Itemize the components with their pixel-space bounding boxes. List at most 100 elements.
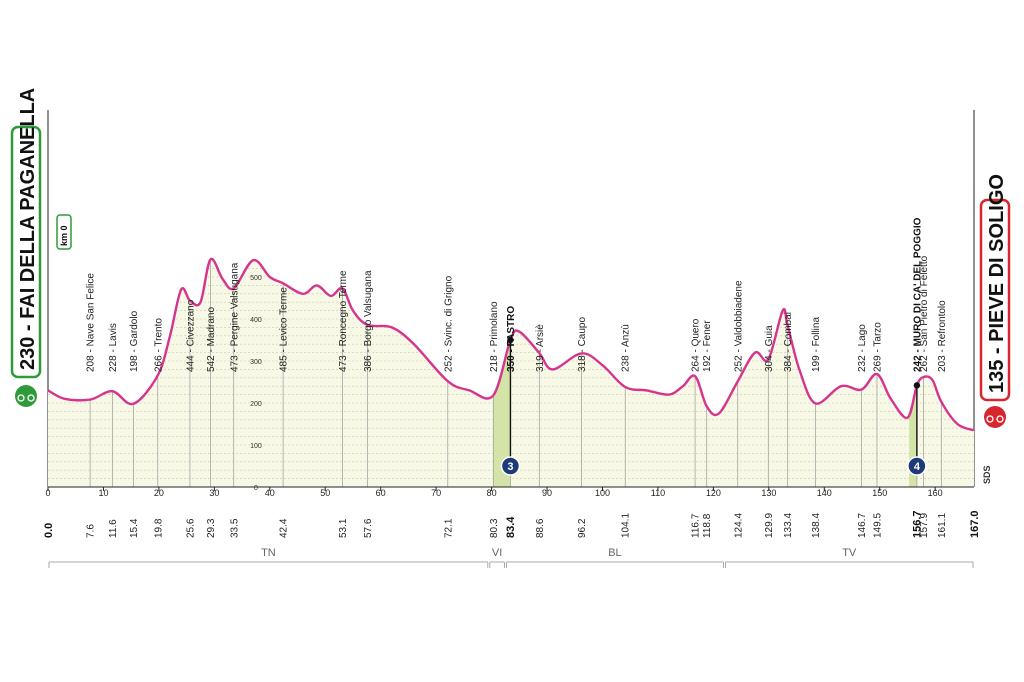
x-tick-label: 150 xyxy=(872,488,887,498)
waypoint-km-label: 7.6 xyxy=(86,524,97,538)
x-tick-label: 80 xyxy=(487,488,497,498)
waypoint-label: 350 - FASTRO xyxy=(506,306,517,372)
x-tick-label: 90 xyxy=(542,488,552,498)
waypoint-label: 386 - Borgo Valsugana xyxy=(363,270,374,372)
altitude-scale-label: 400 xyxy=(250,317,262,324)
region-label: VI xyxy=(492,547,502,559)
waypoint-km-label: 124.4 xyxy=(733,513,744,538)
waypoint-km-label: 133.4 xyxy=(783,513,794,538)
waypoint-km-label: 161.1 xyxy=(937,513,948,538)
waypoint-km-label: 88.6 xyxy=(535,518,546,538)
climb-area xyxy=(493,340,511,487)
km0-label: km 0 xyxy=(59,225,69,246)
x-tick-label: 70 xyxy=(431,488,441,498)
waypoint-label: 199 - Follina xyxy=(811,317,822,372)
waypoint-label: 232 - Lago xyxy=(857,324,868,372)
x-tick-label: 110 xyxy=(651,488,665,498)
waypoint-km-label: 53.1 xyxy=(338,518,349,538)
x-tick-label: 30 xyxy=(209,488,219,498)
endpoint-km-label: 0.0 xyxy=(43,523,55,538)
waypoint-label: 319 - Arsiè xyxy=(535,324,546,372)
waypoint-label: 252 - Valdobbiadene xyxy=(733,280,744,372)
waypoint-km-label: 19.8 xyxy=(153,518,164,538)
waypoint-label: 473 - Roncegno Terme xyxy=(338,270,349,372)
climb-summit-dot xyxy=(507,336,514,344)
x-tick-label: 160 xyxy=(928,488,943,498)
waypoint-km-label: 96.2 xyxy=(577,518,588,538)
waypoint-km-label: 138.4 xyxy=(811,513,822,538)
waypoint-km-label: 15.4 xyxy=(129,518,140,538)
brand-logo-text: SDS xyxy=(982,465,992,484)
waypoint-km-label: 42.4 xyxy=(279,518,290,538)
waypoint-km-label: 11.6 xyxy=(108,519,119,538)
region-label: TN xyxy=(261,547,276,559)
waypoint-km-label: 116.7 xyxy=(691,513,702,538)
altitude-scale-label: 200 xyxy=(250,401,262,408)
waypoint-km-label: 33.5 xyxy=(229,518,240,538)
region-layer: TN VI BL TV xyxy=(48,547,974,568)
x-tick-label: 100 xyxy=(595,488,610,498)
finish-badge: 135 - PIEVE DI SOLIGO SDS xyxy=(979,174,1011,484)
waypoint-label: 269 - Tarzo xyxy=(872,322,883,372)
x-tick-label: 140 xyxy=(817,488,832,498)
waypoint-label: 266 - Trento xyxy=(153,318,164,372)
climb-summit-dot xyxy=(913,382,921,389)
waypoint-label: 238 - Anzù xyxy=(621,324,632,372)
finish-icon-wheel-left xyxy=(986,415,994,423)
waypoint-km-label: 146.7 xyxy=(857,513,868,538)
waypoint-km-label: 104.1 xyxy=(621,513,632,538)
waypoint-km-label: 156.7 xyxy=(911,510,923,538)
waypoint-label: 252 - Svinc. di Grigno xyxy=(443,275,454,372)
waypoint-km-label: 72.1 xyxy=(443,518,454,538)
altitude-scale-label: 300 xyxy=(250,359,262,366)
x-tick-label: 60 xyxy=(376,488,386,498)
finish-box xyxy=(979,198,1011,402)
waypoint-km-label: 157.9 xyxy=(919,513,930,538)
climb-category-badge xyxy=(907,456,927,476)
climb-category-badge xyxy=(500,456,521,476)
x-tick-label: 130 xyxy=(761,488,776,498)
waypoint-label: 208 - Nave San Felice xyxy=(86,273,97,372)
climb-category-label: 4 xyxy=(914,461,921,473)
waypoint-label: 242 - MURO DI CA' DEL POGGIO xyxy=(912,217,923,372)
waypoint-label: 304 - Guia xyxy=(764,325,775,372)
x-tick-label: 10 xyxy=(98,488,108,498)
finish-label: 135 - PIEVE DI SOLIGO xyxy=(986,174,1008,393)
altitude-scale-label: 500 xyxy=(250,275,262,282)
waypoint-label: 198 - Gardolo xyxy=(129,310,140,372)
altitude-scale-label: 0 xyxy=(254,485,258,492)
waypoint-label: 262 - San Pietro di Feletto xyxy=(919,255,930,372)
waypoint-km-label: 80.3 xyxy=(489,518,500,538)
start-box xyxy=(10,125,42,379)
waypoint-label: 444 - Civezzano xyxy=(185,299,196,372)
waypoint-km-label: 129.9 xyxy=(764,513,775,538)
waypoint-label: 228 - Lavis xyxy=(108,323,119,372)
waypoint-label: 485 - Levico Terme xyxy=(279,287,290,372)
endpoint-km-label: 167.0 xyxy=(969,510,981,538)
waypoint-label: 542 - Madrano xyxy=(206,307,217,372)
waypoint-km-label: 118.8 xyxy=(702,513,713,538)
waypoint-km-label: 57.6 xyxy=(363,518,374,538)
x-tick-label: 0 xyxy=(45,488,50,498)
start-icon-wheel-left xyxy=(17,394,25,402)
climb-category-label: 3 xyxy=(507,461,513,473)
altitude-scale-label: 100 xyxy=(250,443,262,450)
x-axis-layer: 0 10 20 30 40 50 60 70 80 90 100 110 120 130 140 150 160 xyxy=(45,486,974,498)
x-tick-label: 40 xyxy=(265,488,275,498)
waypoint-label: 384 - Combai xyxy=(783,312,794,372)
profile-line xyxy=(47,257,975,432)
waypoint-label: 318 - Caupo xyxy=(577,317,588,372)
waypoint-label: 192 - Fener xyxy=(702,320,713,372)
start-label: 230 - FAI DELLA PAGANELLA xyxy=(17,88,39,370)
x-tick-label: 20 xyxy=(154,488,164,498)
x-tick-label: 50 xyxy=(320,488,330,498)
waypoint-label: 203 - Refrontolo xyxy=(937,300,948,372)
waypoint-km-label: 83.4 xyxy=(505,516,517,538)
waypoint-km-label: 29.3 xyxy=(206,518,217,538)
waypoint-label: 264 - Quero xyxy=(691,318,702,372)
waypoint-label: 218 - Primolano xyxy=(489,301,500,372)
finish-icon-wheel-right xyxy=(996,415,1004,423)
altitude-scale-layer: 500 400 300 200 100 0 xyxy=(250,275,262,492)
